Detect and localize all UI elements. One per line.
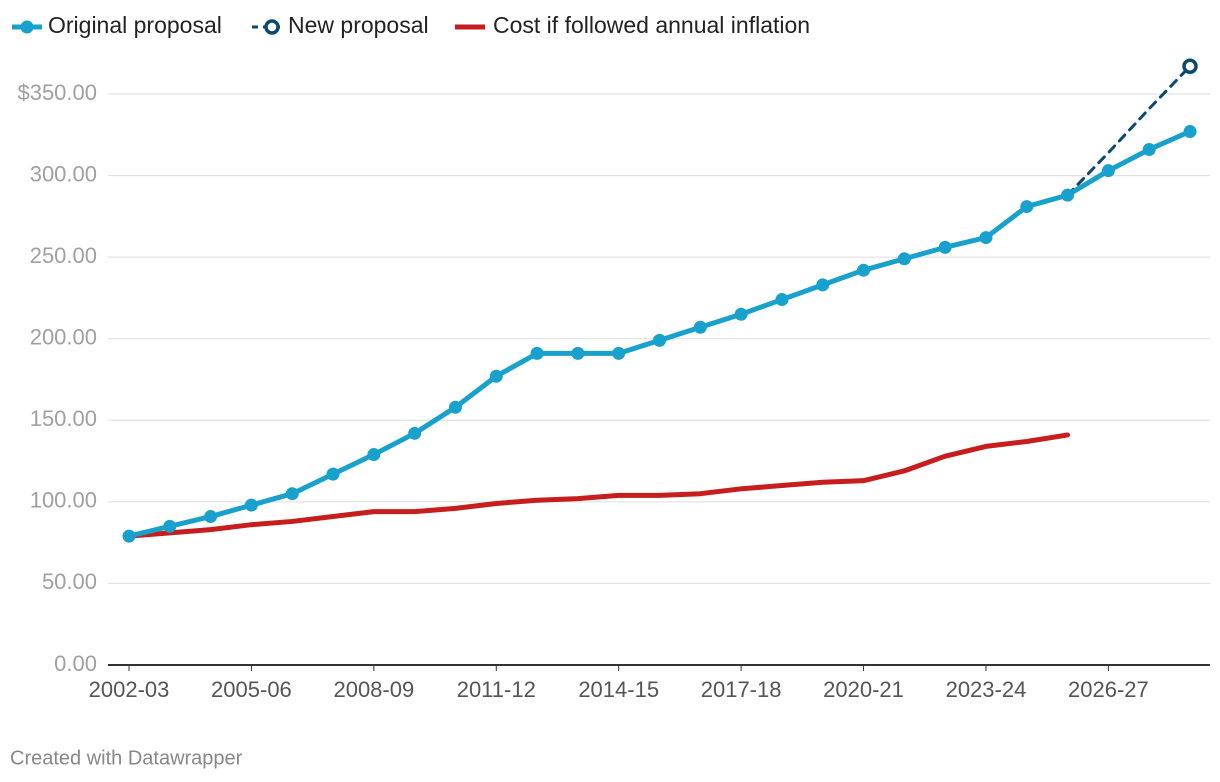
y-tick-label: 0.00 [54,651,97,676]
series-line [1066,64,1192,197]
point [1101,164,1115,178]
series-line [126,432,1071,539]
point [979,231,993,245]
point [734,307,748,321]
series-line [126,129,1193,539]
point [816,278,830,292]
y-tick-label: 50.00 [42,569,97,594]
point [1061,188,1075,202]
point [1020,200,1034,214]
legend-label: Original proposal [48,12,222,38]
point [653,333,666,347]
x-tick-label: 2026-27 [1068,677,1149,702]
footer: Created with Datawrapper [10,747,243,769]
x-tick-label: 2014-15 [578,677,659,702]
y-tick-label: 300.00 [30,161,97,186]
point [897,252,911,266]
point [693,320,707,334]
point [571,346,585,360]
y-tick-label: 100.00 [30,488,97,513]
y-tick-label: $350.00 [17,80,97,105]
point [1142,142,1156,156]
point [285,487,299,501]
point [408,426,422,440]
point [1182,58,1198,75]
y-tick-label: 200.00 [30,325,97,350]
point [775,293,789,307]
x-tick-label: 2008-09 [333,677,414,702]
point [448,400,462,414]
point [530,346,544,360]
point [367,448,381,462]
legend-dot [20,20,34,34]
x-tick-label: 2002-03 [89,677,170,702]
x-tick-label: 2005-06 [211,677,292,702]
point [326,467,340,481]
y-tick-label: 150.00 [30,406,97,431]
point [122,529,136,543]
legend-dot [264,19,280,35]
x-tick-label: 2017-18 [701,677,782,702]
x-tick-label: 2020-21 [823,677,904,702]
point [612,346,626,360]
point [938,240,952,254]
point [204,510,218,524]
point [1183,125,1197,139]
x-tick-label: 2011-12 [457,677,536,702]
point [857,263,871,277]
point [489,369,503,383]
point [244,498,258,512]
y-tick-label: 250.00 [30,243,97,268]
point [163,519,177,533]
legend-label: Cost if followed annual inflation [493,12,810,38]
x-tick-label: 2023-24 [946,677,1027,702]
legend-label: New proposal [288,12,429,38]
